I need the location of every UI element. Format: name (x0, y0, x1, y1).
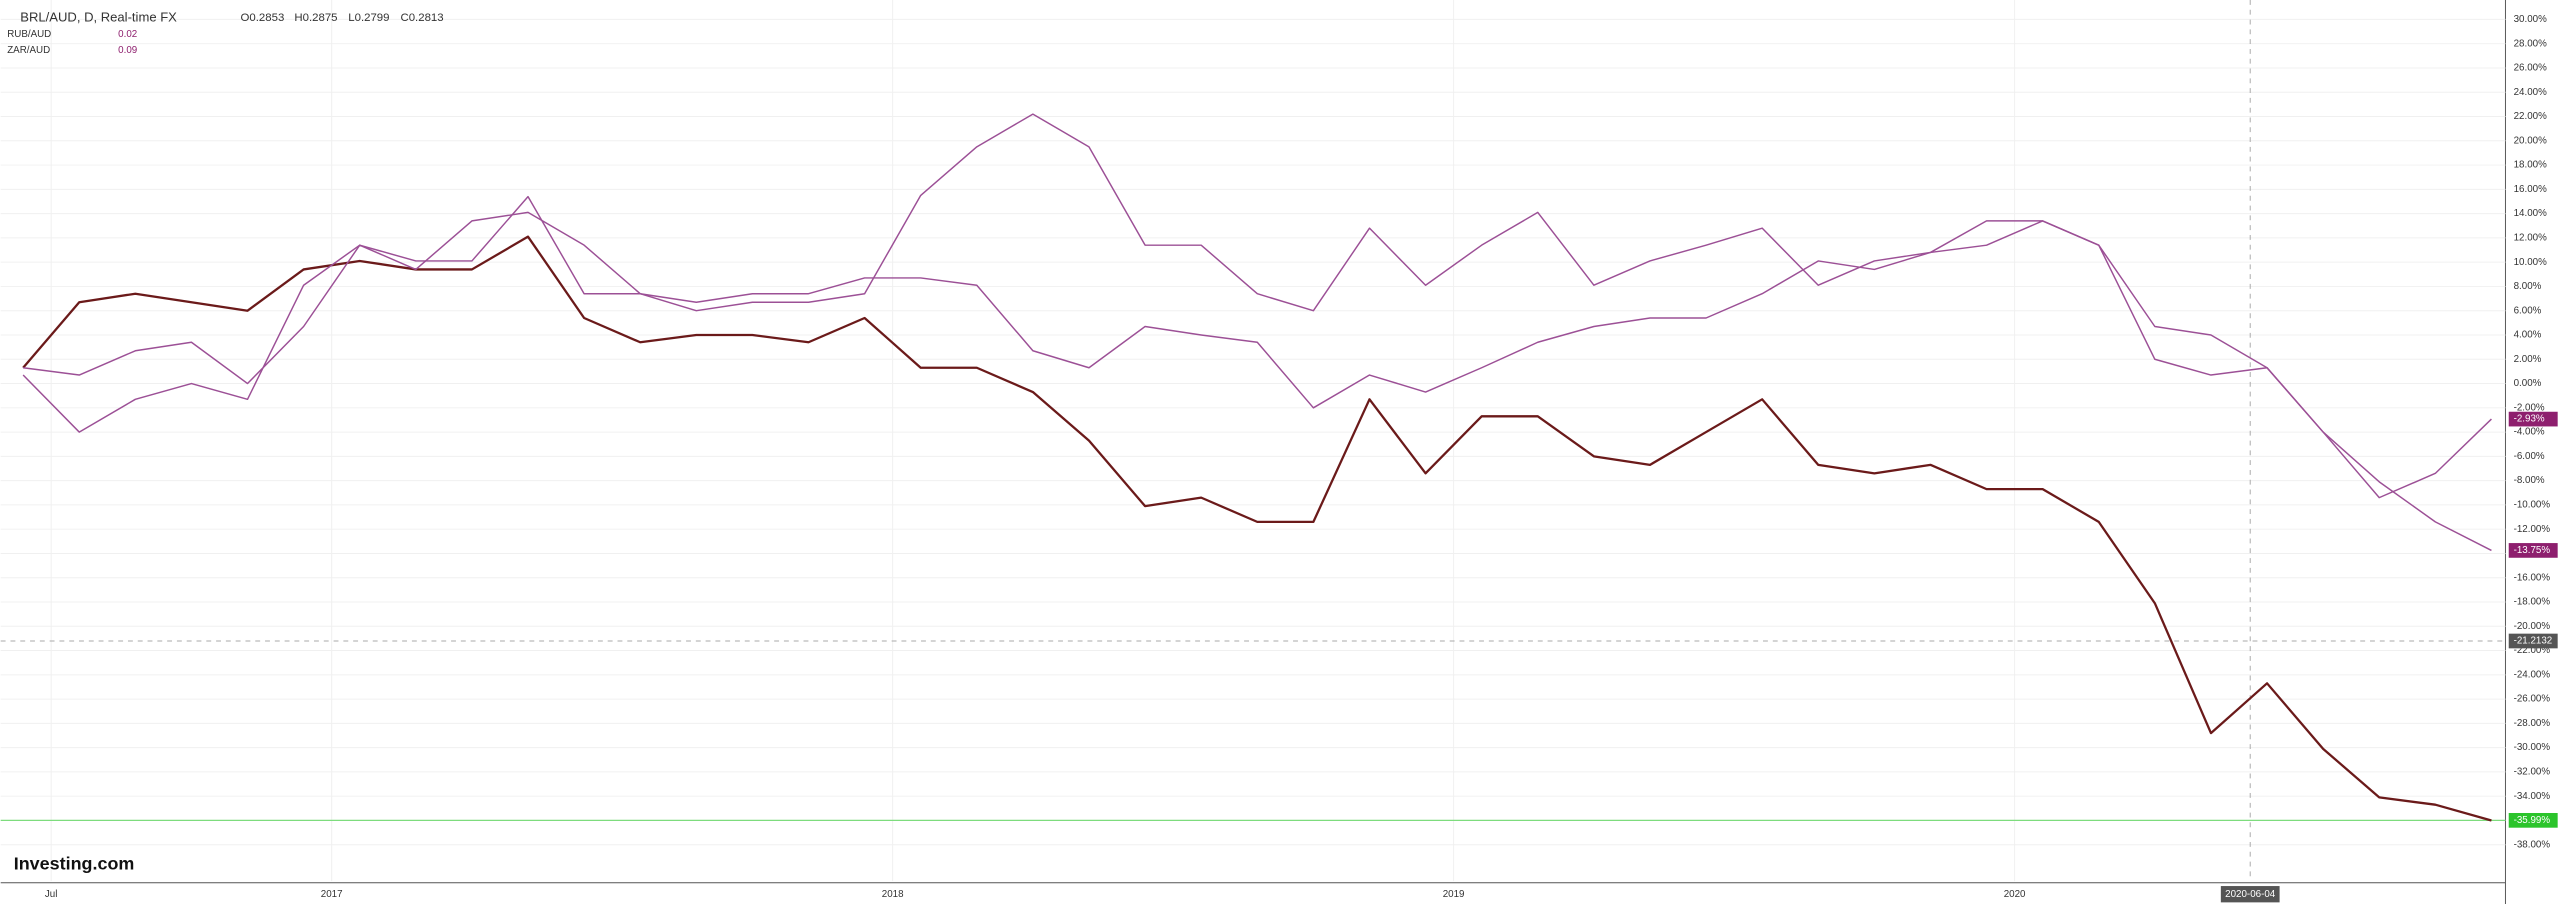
y-tick-label: -38.00% (2514, 839, 2551, 850)
y-tick-label: -2.00% (2514, 402, 2545, 413)
ohlc-close: C0.2813 (400, 12, 443, 24)
y-tick-label: -28.00% (2514, 718, 2551, 729)
series-tag (2508, 543, 2558, 558)
y-tick-label: 10.00% (2514, 257, 2547, 268)
price-label: -35.99% (2514, 815, 2551, 826)
series-tag (2508, 411, 2558, 427)
y-tick-label: 28.00% (2514, 38, 2547, 49)
y-tick-label: 26.00% (2514, 63, 2547, 74)
y-tick-label: -18.00% (2514, 597, 2551, 608)
y-tick-label: 14.00% (2514, 208, 2547, 219)
ohlc-low: L0.2799 (348, 12, 389, 24)
x-tick-label: 2019 (1443, 889, 1465, 900)
y-tick-label: -22.00% (2514, 645, 2551, 656)
y-tick-label: -34.00% (2514, 791, 2551, 802)
legend-label[interactable]: ZAR/AUD (7, 45, 50, 56)
y-tick-label: 22.00% (2514, 111, 2547, 122)
y-tick-label: -20.00% (2514, 621, 2551, 632)
y-tick-label: 24.00% (2514, 87, 2547, 98)
y-tick-label: -6.00% (2514, 451, 2545, 462)
y-tick-label: 6.00% (2514, 305, 2542, 316)
ohlc-high: H0.2875 (294, 12, 337, 24)
y-tick-label: 12.00% (2514, 232, 2547, 243)
y-tick-label: 2.00% (2514, 354, 2542, 365)
series-tag-label: -2.93% (2514, 414, 2545, 425)
y-tick-label: 30.00% (2514, 14, 2547, 25)
legend-label[interactable]: RUB/AUD (7, 29, 51, 40)
y-tick-label: 18.00% (2514, 160, 2547, 171)
crosshair-x-tag (2220, 886, 2280, 903)
y-tick-label: -8.00% (2514, 475, 2545, 486)
y-tick-label: -30.00% (2514, 742, 2551, 753)
legend-value: 0.02 (118, 29, 137, 40)
crosshair-x-label: 2020-06-04 (2225, 889, 2276, 900)
y-tick-label: 20.00% (2514, 135, 2547, 146)
series-tag-label: -13.75% (2514, 545, 2551, 556)
y-tick-label: -26.00% (2514, 694, 2551, 705)
y-tick-label: 4.00% (2514, 330, 2542, 341)
y-tick-label: -16.00% (2514, 572, 2551, 583)
series-line (22, 235, 2492, 822)
y-tick-label: 0.00% (2514, 378, 2542, 389)
y-tick-label: 16.00% (2514, 184, 2547, 195)
y-tick-label: 8.00% (2514, 281, 2542, 292)
crosshair-y-label: -21.2132 (2514, 636, 2553, 647)
plot-area (0, 0, 2506, 882)
y-tick-label: -4.00% (2514, 427, 2545, 438)
x-tick-label: 2018 (882, 889, 904, 900)
logo: Investing.com (14, 854, 135, 874)
ohlc-open: O0.2853 (241, 12, 285, 24)
chart-title: BRL/AUD, D, Real-time FX (20, 9, 177, 24)
crosshair-y-tag (2508, 633, 2558, 649)
y-tick-label: -10.00% (2514, 499, 2551, 510)
y-tick-label: -24.00% (2514, 669, 2551, 680)
series-line (23, 195, 2492, 552)
x-tick-label: Jul (45, 889, 58, 900)
x-tick-label: 2017 (321, 889, 343, 900)
price-tag (2508, 813, 2558, 828)
y-tick-label: -12.00% (2514, 524, 2551, 535)
y-tick-label: -32.00% (2514, 767, 2551, 778)
legend-value: 0.09 (118, 45, 137, 56)
x-tick-label: 2020 (2004, 889, 2026, 900)
